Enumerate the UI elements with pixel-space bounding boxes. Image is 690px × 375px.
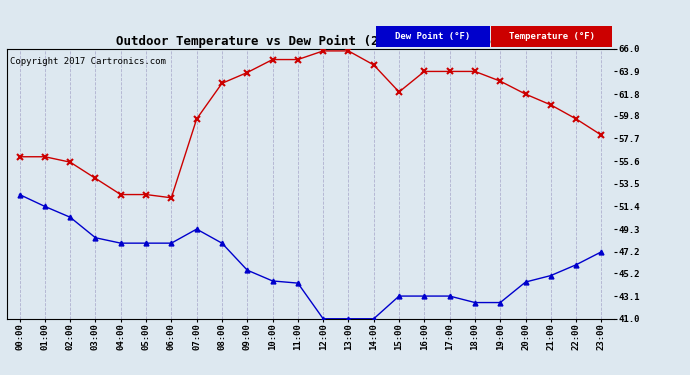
Text: Copyright 2017 Cartronics.com: Copyright 2017 Cartronics.com [10,57,166,66]
Text: Temperature (°F): Temperature (°F) [509,32,595,41]
Title: Outdoor Temperature vs Dew Point (24 Hours) 20170626: Outdoor Temperature vs Dew Point (24 Hou… [115,34,506,48]
Text: Dew Point (°F): Dew Point (°F) [395,32,471,41]
